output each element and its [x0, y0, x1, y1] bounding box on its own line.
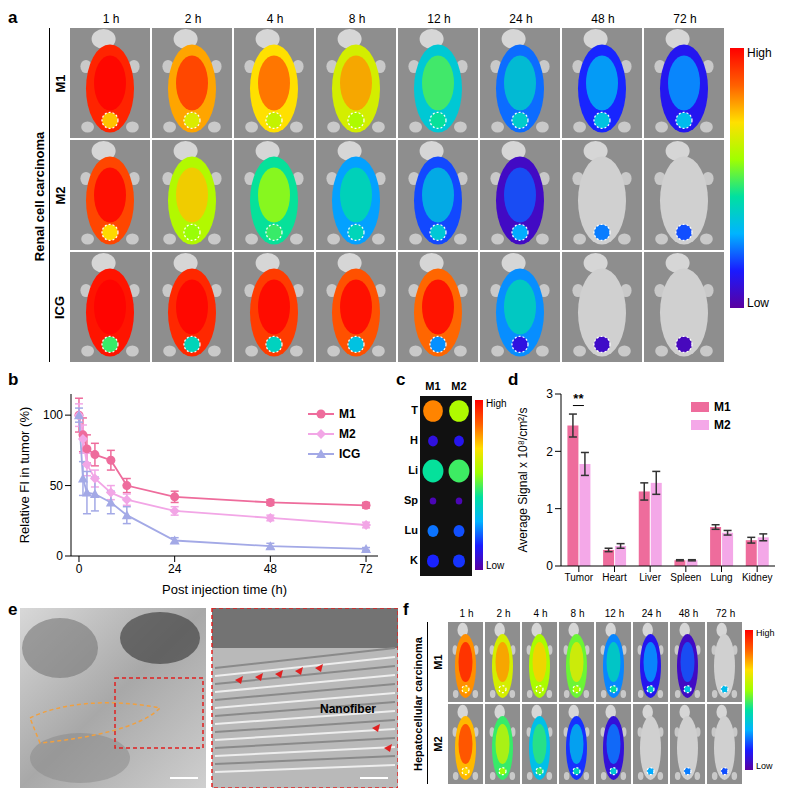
html-text:b: b	[8, 370, 19, 389]
html-text:M2: M2	[52, 186, 68, 204]
html-text:48 h: 48 h	[678, 608, 699, 619]
svg-text:Average Signal x 10⁸/cm²/s: Average Signal x 10⁸/cm²/s	[516, 408, 530, 553]
html-text:ICG: ICG	[52, 295, 68, 319]
html-text:Hepatocellular carcinoma: Hepatocellular carcinoma	[412, 637, 424, 771]
html-text:8 h: 8 h	[570, 608, 585, 619]
html-text:M1: M1	[432, 654, 444, 670]
svg-text:2: 2	[546, 445, 553, 459]
svg-text:1: 1	[546, 502, 553, 516]
html-text:T: T	[411, 404, 418, 416]
html-text:Lu: Lu	[404, 524, 418, 536]
svg-text:**: **	[573, 391, 584, 406]
html-text:24 h: 24 h	[509, 12, 533, 26]
html-text:Low: Low	[756, 761, 773, 771]
html-text:High: High	[486, 398, 507, 409]
html-text:Renal cell carcinoma: Renal cell carcinoma	[32, 131, 48, 261]
svg-text:Liver: Liver	[639, 572, 661, 583]
html-text:K: K	[410, 554, 418, 566]
html-text:12 h: 12 h	[604, 608, 625, 619]
svg-text:50: 50	[50, 479, 64, 493]
html-text:e: e	[8, 600, 18, 619]
svg-text:72: 72	[359, 562, 373, 576]
html-text:72 h: 72 h	[673, 12, 697, 26]
html-text:c: c	[396, 370, 406, 389]
svg-text:48: 48	[264, 562, 278, 576]
html-text:8 h: 8 h	[348, 12, 366, 26]
html-text:M2: M2	[432, 736, 444, 752]
svg-text:0: 0	[56, 549, 63, 563]
html-text:72 h: 72 h	[715, 608, 736, 619]
html-text:M1: M1	[339, 407, 356, 421]
html-text:2 h: 2 h	[184, 12, 202, 26]
html-text:12 h: 12 h	[427, 12, 451, 26]
svg-text:3: 3	[546, 387, 553, 401]
svg-text:Tumor: Tumor	[565, 572, 594, 583]
svg-text:Spleen: Spleen	[670, 572, 701, 583]
html-text:ICG: ICG	[339, 447, 361, 461]
html-text:24 h: 24 h	[641, 608, 662, 619]
html-text:M2: M2	[451, 380, 467, 392]
html-text:M2: M2	[339, 427, 356, 441]
html-text:d: d	[508, 370, 519, 389]
html-text:High: High	[747, 46, 772, 60]
html-text:Low: Low	[486, 560, 505, 571]
html-text:4 h: 4 h	[533, 608, 548, 619]
html-text:48 h: 48 h	[591, 12, 615, 26]
html-text:M1: M1	[425, 380, 441, 392]
svg-text:Post injection time (h): Post injection time (h)	[162, 582, 287, 597]
html-text:Li: Li	[408, 464, 418, 476]
html-text:Low: Low	[747, 296, 769, 310]
html-text:Sp: Sp	[403, 494, 418, 506]
html-text:2 h: 2 h	[496, 608, 511, 619]
svg-text:Lung: Lung	[710, 572, 732, 583]
svg-text:0: 0	[76, 562, 83, 576]
html-text:High: High	[756, 628, 775, 638]
html-text:H: H	[410, 434, 418, 446]
svg-text:Relative FI in tumor (%): Relative FI in tumor (%)	[17, 407, 32, 544]
html-text:4 h: 4 h	[266, 12, 284, 26]
html-text:M1: M1	[714, 400, 731, 414]
svg-text:24: 24	[168, 562, 182, 576]
html-text:1 h: 1 h	[459, 608, 474, 619]
html-text:M2: M2	[714, 418, 731, 432]
svg-text:0: 0	[546, 559, 553, 573]
svg-text:Nanofiber: Nanofiber	[320, 702, 376, 716]
svg-text:Kidney: Kidney	[742, 572, 773, 583]
html-text:a: a	[8, 8, 18, 27]
svg-text:Heart: Heart	[602, 572, 627, 583]
html-text:1 h: 1 h	[102, 12, 120, 26]
svg-text:100: 100	[43, 408, 63, 422]
html-text:M1: M1	[52, 74, 68, 92]
html-text:f: f	[403, 600, 409, 619]
